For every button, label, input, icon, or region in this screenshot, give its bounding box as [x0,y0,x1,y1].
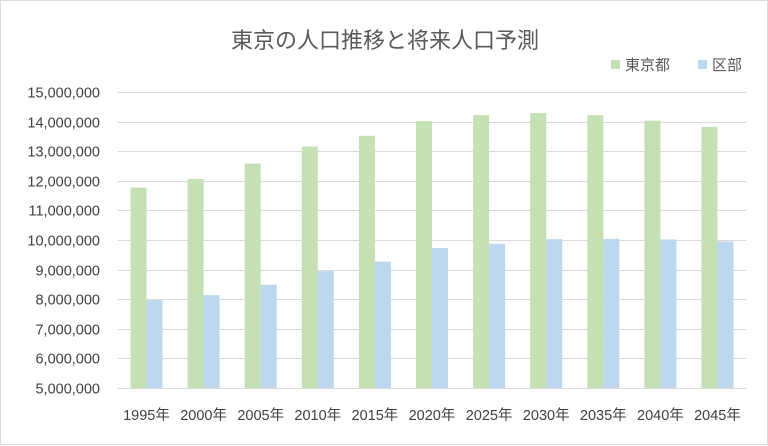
bar-tokyo [130,187,147,388]
y-tick-label: 8,000,000 [35,293,100,309]
bar-tokyo [701,126,718,389]
bar-wards [546,239,563,388]
x-tick-label: 2020年 [409,407,456,424]
bar-tokyo [473,115,490,388]
x-tick-label: 2025年 [466,407,513,424]
x-tick-label: 2015年 [352,407,399,424]
y-tick-label: 6,000,000 [35,352,100,368]
legend-swatch-wards [698,60,707,69]
bar-tokyo [644,120,661,388]
legend: 東京都 区部 [611,56,742,74]
legend-label-tokyo: 東京都 [625,56,670,74]
y-tick-label: 13,000,000 [27,145,100,161]
bar-tokyo [301,146,318,388]
bar-tokyo [530,113,547,388]
y-tick-label: 15,000,000 [27,86,100,102]
bar-wards [432,248,448,388]
bar-wards [260,284,277,388]
bar-wards [317,271,334,388]
bar-wards [717,241,734,388]
y-tick-label: 5,000,000 [35,382,100,398]
y-tick-label: 11,000,000 [29,204,101,220]
y-tick-label: 14,000,000 [27,116,100,132]
chart-title: 東京の人口推移と将来人口予測 [231,29,539,54]
bar-tokyo [187,179,204,388]
y-tick-label: 9,000,000 [35,264,100,280]
y-tick-label: 10,000,000 [27,234,100,250]
legend-label-wards: 区部 [712,56,742,74]
y-tick-label: 7,000,000 [35,323,100,339]
bar-wards [603,238,620,388]
x-tick-label: 2010年 [294,407,341,424]
x-tick-label: 2000年 [180,407,227,424]
bar-wards [660,239,677,388]
x-tick-label: 2005年 [237,407,284,424]
x-tick-label: 2035年 [580,407,627,424]
y-axis: 5,000,000 6,000,000 7,000,000 8,000,000 9,00… [27,86,100,398]
x-axis: 1995年 2000年 2005年 2010年 2015年 2020年 2025年 2030年… [123,407,741,424]
bar-wards [146,300,163,388]
bar-group [130,113,734,389]
y-tick-label: 12,000,000 [27,175,100,191]
x-tick-label: 2045年 [694,407,741,424]
bar-tokyo [416,121,432,388]
bar-tokyo [244,163,261,388]
bar-tokyo [587,115,604,388]
legend-swatch-tokyo [611,60,620,69]
x-tick-label: 2040年 [637,407,684,424]
bar-wards [489,243,506,388]
bar-wards [203,295,220,388]
bar-tokyo [358,135,375,388]
bar-wards [374,261,391,388]
x-tick-label: 2030年 [523,407,570,424]
x-tick-label: 1995年 [123,407,170,424]
